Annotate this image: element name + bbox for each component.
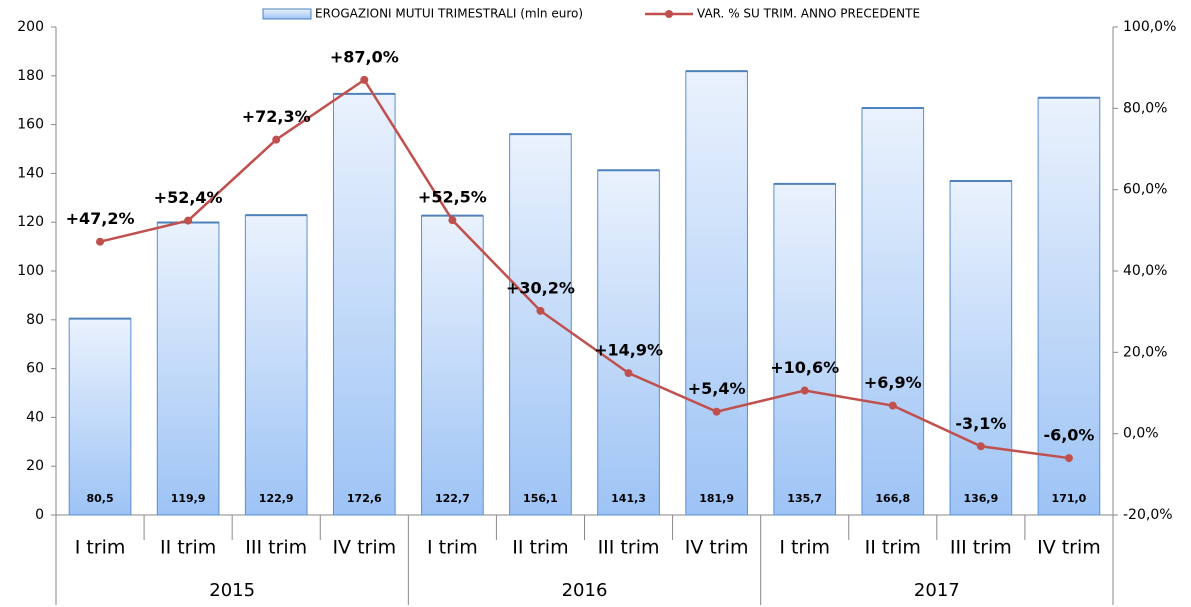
bar-value-label: 136,9 bbox=[963, 492, 998, 505]
line-value-label: +14,9% bbox=[594, 341, 663, 360]
y2-tick-label: 100,0% bbox=[1123, 19, 1176, 35]
line-value-label: +72,3% bbox=[242, 107, 311, 126]
line-point bbox=[184, 216, 193, 225]
legend-label: VAR. % SU TRIM. ANNO PRECEDENTE bbox=[697, 7, 920, 21]
y2-tick-label: -20,0% bbox=[1123, 507, 1173, 523]
line-value-label: +87,0% bbox=[330, 47, 399, 66]
line-point bbox=[800, 386, 809, 395]
y-tick-label: 200 bbox=[17, 19, 44, 35]
y-tick-label: 120 bbox=[17, 214, 44, 230]
bar bbox=[685, 70, 748, 516]
y2-tick-label: 20,0% bbox=[1123, 344, 1167, 360]
line-value-label: +5,4% bbox=[688, 379, 746, 398]
bar-value-label: 122,9 bbox=[259, 492, 294, 505]
x-tick-label: IV trim bbox=[332, 537, 396, 559]
bar bbox=[68, 318, 132, 516]
y-tick-label: 160 bbox=[17, 117, 44, 133]
bar bbox=[244, 214, 308, 516]
y2-tick-label: 80,0% bbox=[1123, 100, 1167, 116]
x-tick-label: IV trim bbox=[685, 537, 749, 559]
x-tick-label: II trim bbox=[512, 537, 568, 559]
bar-value-label: 171,0 bbox=[1052, 492, 1087, 505]
legend-swatch bbox=[262, 8, 312, 20]
line-point bbox=[360, 75, 369, 84]
line-value-label: +52,4% bbox=[154, 188, 223, 207]
line bbox=[99, 78, 1070, 460]
line-point bbox=[1064, 454, 1073, 463]
x-tick-label: III trim bbox=[245, 537, 307, 559]
bar bbox=[861, 107, 925, 516]
bar bbox=[597, 169, 660, 516]
bar-value-label: 141,3 bbox=[611, 492, 646, 505]
y-tick-label: 140 bbox=[17, 165, 44, 181]
y-tick-label: 100 bbox=[17, 263, 44, 279]
line-value-label: -3,1% bbox=[955, 414, 1006, 433]
y-tick-label: 0 bbox=[35, 507, 44, 523]
group-label: 2016 bbox=[562, 580, 608, 601]
bar bbox=[421, 215, 484, 516]
bar-value-label: 181,9 bbox=[699, 492, 734, 505]
x-tick-label: I trim bbox=[779, 537, 830, 559]
x-tick-label: I trim bbox=[427, 537, 478, 559]
bar-value-label: 172,6 bbox=[347, 492, 382, 505]
bar-value-label: 122,7 bbox=[435, 492, 470, 505]
bar-value-label: 156,1 bbox=[523, 492, 558, 505]
bar bbox=[509, 133, 572, 516]
line-point bbox=[888, 401, 897, 410]
y-tick-label: 20 bbox=[26, 458, 44, 474]
y2-tick-label: 0,0% bbox=[1123, 426, 1159, 442]
y-tick-label: 80 bbox=[26, 312, 44, 328]
line-point bbox=[272, 135, 281, 144]
line-value-label: +52,5% bbox=[418, 188, 487, 207]
line-point bbox=[96, 237, 105, 246]
bar-value-label: 135,7 bbox=[787, 492, 822, 505]
x-tick-label: III trim bbox=[598, 537, 660, 559]
bar bbox=[773, 183, 837, 516]
bar-value-label: 166,8 bbox=[875, 492, 910, 505]
line-value-label: +6,9% bbox=[864, 373, 922, 392]
x-tick-label: I trim bbox=[75, 537, 126, 559]
bar bbox=[332, 93, 396, 516]
x-tick-label: IV trim bbox=[1037, 537, 1101, 559]
line-value-label: -6,0% bbox=[1043, 426, 1094, 445]
legend-label: EROGAZIONI MUTUI TRIMESTRALI (mln euro) bbox=[315, 7, 583, 21]
x-tick-label: II trim bbox=[160, 537, 216, 559]
y-tick-label: 180 bbox=[17, 68, 44, 84]
line-value-label: +10,6% bbox=[770, 358, 839, 377]
bar bbox=[1037, 97, 1101, 516]
legend-marker bbox=[665, 10, 673, 18]
y-tick-label: 60 bbox=[26, 361, 44, 377]
y2-tick-label: 40,0% bbox=[1123, 263, 1167, 279]
bar-value-label: 80,5 bbox=[86, 492, 113, 505]
line-point bbox=[624, 369, 633, 378]
bar bbox=[949, 180, 1013, 516]
line-point bbox=[448, 216, 457, 225]
line-point bbox=[536, 306, 545, 315]
y-tick-label: 40 bbox=[26, 409, 44, 425]
x-tick-label: II trim bbox=[865, 537, 921, 559]
x-tick-label: III trim bbox=[950, 537, 1012, 559]
line-point bbox=[712, 407, 721, 416]
y2-tick-label: 60,0% bbox=[1123, 182, 1167, 198]
group-label: 2015 bbox=[209, 580, 255, 601]
line-value-label: +30,2% bbox=[506, 278, 575, 297]
line-value-label: +47,2% bbox=[66, 209, 135, 228]
bar bbox=[156, 221, 220, 516]
bar-value-label: 119,9 bbox=[171, 492, 206, 505]
line-point bbox=[976, 442, 985, 451]
group-label: 2017 bbox=[914, 580, 960, 601]
